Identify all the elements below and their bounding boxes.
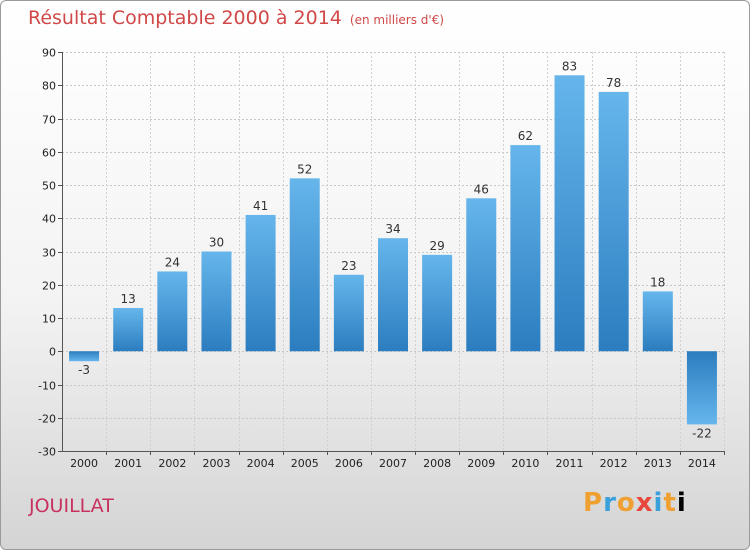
y-tick-label: 90 bbox=[42, 47, 56, 60]
x-tick-label: 2005 bbox=[291, 457, 319, 470]
data-label-2003: 30 bbox=[209, 236, 224, 250]
data-label-2002: 24 bbox=[165, 255, 180, 269]
data-label-2008: 29 bbox=[429, 239, 444, 253]
x-tick-label: 2003 bbox=[202, 457, 230, 470]
bar-2006 bbox=[333, 274, 364, 352]
x-tick-label: 2014 bbox=[688, 457, 716, 470]
x-tick-label: 2000 bbox=[70, 457, 98, 470]
x-tick-label: 2008 bbox=[423, 457, 451, 470]
chart-title: Résultat Comptable 2000 à 2014 (en millie… bbox=[28, 7, 444, 29]
y-tick-label: 80 bbox=[42, 80, 56, 93]
y-tick-label: -30 bbox=[38, 446, 56, 459]
data-label-2005: 52 bbox=[297, 162, 312, 176]
x-tick-label: 2012 bbox=[600, 457, 628, 470]
x-tick-label: 2004 bbox=[247, 457, 275, 470]
data-label-2014: -22 bbox=[692, 426, 712, 440]
x-tick-label: 2002 bbox=[158, 457, 186, 470]
y-tick-label: 20 bbox=[42, 280, 56, 293]
data-label-2000: -3 bbox=[78, 363, 90, 377]
data-label-2013: 18 bbox=[650, 275, 665, 289]
y-tick-label: 30 bbox=[42, 247, 56, 260]
x-tick-label: 2009 bbox=[467, 457, 495, 470]
data-label-2010: 62 bbox=[518, 129, 533, 143]
data-label-2001: 13 bbox=[121, 292, 136, 306]
x-tick-label: 2010 bbox=[511, 457, 539, 470]
bar-layer: -3 13 24 30 41 52 23 34 29 46 62 83 78 18 -22 bbox=[69, 59, 717, 440]
y-tick-label: 10 bbox=[42, 313, 56, 326]
bar-2012 bbox=[598, 91, 629, 352]
bar-2003 bbox=[201, 251, 232, 352]
bar-2014 bbox=[686, 351, 717, 425]
data-label-2012: 78 bbox=[606, 76, 621, 90]
data-label-2011: 83 bbox=[562, 59, 577, 73]
y-tick-label: 60 bbox=[42, 147, 56, 160]
bar-2005 bbox=[289, 178, 320, 352]
proxiti-logo: Proxiti bbox=[583, 488, 687, 518]
x-tick-label: 2011 bbox=[556, 457, 584, 470]
grid-layer bbox=[62, 52, 725, 452]
bar-2002 bbox=[157, 271, 188, 352]
x-tick-label: 2006 bbox=[335, 457, 363, 470]
bar-2013 bbox=[642, 291, 673, 352]
bar-2008 bbox=[422, 254, 453, 352]
data-label-2009: 46 bbox=[474, 182, 489, 196]
bar-2000 bbox=[69, 351, 100, 362]
bar-2004 bbox=[245, 214, 276, 352]
chart-title-text: Résultat Comptable 2000 à 2014 bbox=[28, 7, 342, 29]
bar-2010 bbox=[510, 145, 541, 352]
y-tick-label: 50 bbox=[42, 180, 56, 193]
chart-unit: (en milliers d'€) bbox=[349, 13, 445, 27]
y-tick-label: 0 bbox=[49, 346, 56, 359]
data-label-2007: 34 bbox=[385, 222, 400, 236]
data-label-2006: 23 bbox=[341, 259, 356, 273]
commune-name: JOUILLAT bbox=[29, 495, 114, 517]
bar-2011 bbox=[554, 75, 585, 352]
y-tick-label: -10 bbox=[38, 380, 56, 393]
x-tick-label: 2007 bbox=[379, 457, 407, 470]
x-tick-label: 2001 bbox=[114, 457, 142, 470]
data-label-2004: 41 bbox=[253, 199, 268, 213]
axis-layer: -30 -20 -10 0 10 20 30 40 50 60 70 80 90 2000 2001 2002… bbox=[38, 47, 725, 470]
y-tick-label: -20 bbox=[38, 413, 56, 426]
bar-2001 bbox=[113, 308, 144, 352]
y-tick-label: 70 bbox=[42, 114, 56, 127]
x-tick-label: 2013 bbox=[644, 457, 672, 470]
bar-2007 bbox=[378, 238, 408, 352]
bar-2009 bbox=[466, 198, 497, 352]
y-tick-label: 40 bbox=[42, 213, 56, 226]
